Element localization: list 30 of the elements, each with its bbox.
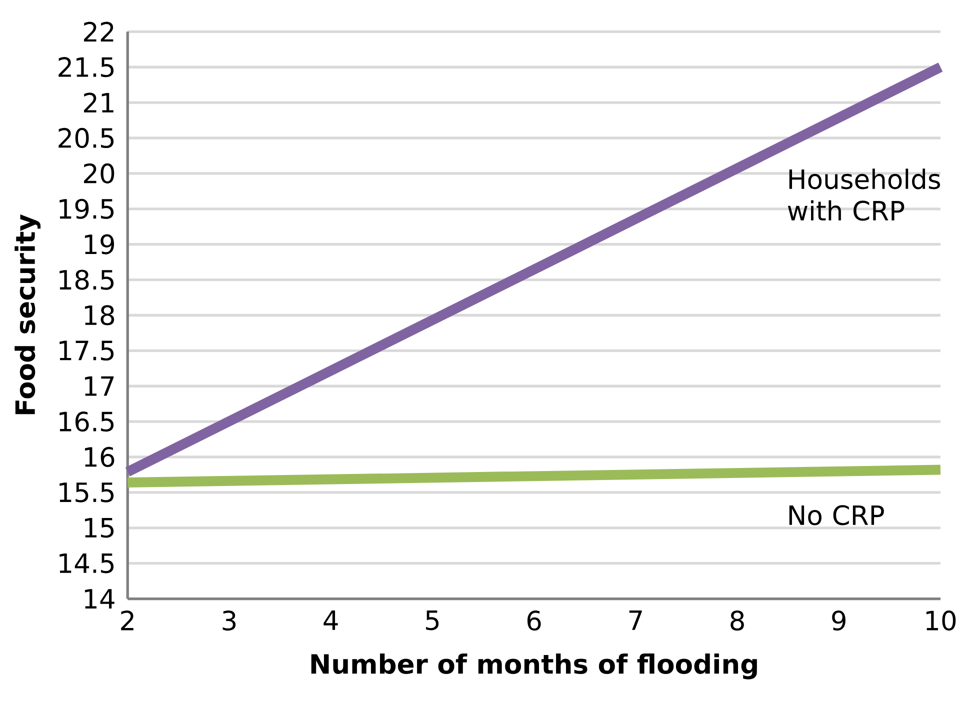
x-axis-title: Number of months of flooding: [311, 653, 757, 680]
y-tick-label: 14: [84, 589, 114, 609]
y-tick-label: 20.5: [58, 128, 114, 148]
x-tick-label: 6: [527, 610, 541, 631]
y-tick-label: 17.5: [60, 340, 114, 361]
y-tick-label: 22: [84, 22, 114, 42]
y-tick-label: 14.5: [60, 553, 114, 574]
x-tick-label: 9: [832, 610, 846, 631]
x-tick-label: 8: [730, 610, 744, 631]
series-label: No CRP: [789, 505, 884, 526]
y-tick-label: 16.5: [60, 412, 114, 432]
y-tick-label: 21.5: [58, 57, 114, 78]
x-tick-label: 7: [629, 610, 642, 630]
y-tick-label: 15.5: [60, 482, 114, 502]
x-tick-label: 2: [121, 610, 134, 630]
x-tick-label: 5: [426, 610, 439, 630]
y-tick-label: 18: [84, 305, 114, 326]
x-tick-label: 10: [926, 610, 956, 631]
y-tick-label: 15: [84, 518, 114, 538]
x-tick-label: 4: [324, 610, 338, 630]
y-tick-label: 21: [84, 92, 114, 112]
y-axis-title: Food security: [14, 214, 41, 414]
series-label: Households with CRP: [788, 168, 940, 221]
y-tick-label: 16: [84, 446, 114, 468]
x-tick-label: 3: [222, 610, 236, 631]
y-tick-label: 19.5: [60, 198, 114, 219]
y-tick-label: 19: [84, 234, 114, 254]
y-tick-label: 20: [84, 163, 114, 184]
y-tick-label: 18.5: [60, 270, 114, 290]
y-tick-label: 17: [84, 376, 114, 396]
